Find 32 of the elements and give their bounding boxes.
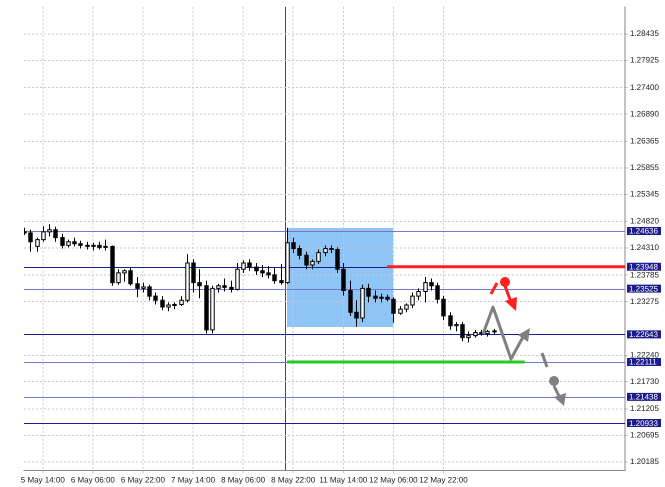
x-tick-label: 6 May 22:00 (120, 475, 166, 484)
ref-line-label: 1.21438 (629, 392, 658, 402)
ref-line-label: 1.20933 (629, 418, 658, 428)
x-tick-label: 8 May 06:00 (221, 475, 266, 484)
y-tick-label: 1.21205 (630, 404, 660, 414)
y-tick-label: 1.20185 (630, 457, 660, 466)
y-tick-label: 1.23785 (630, 270, 660, 280)
y-tick-label: 1.22240 (630, 350, 660, 360)
y-tick-label: 1.27925 (630, 56, 660, 65)
x-tick-label: 6 May 06:00 (70, 475, 116, 484)
x-tick-label: 12 May 22:00 (419, 475, 468, 484)
y-tick-label: 1.27400 (630, 82, 660, 92)
x-tick-label: 8 May 22:00 (271, 475, 316, 484)
y-tick-label: 1.24310 (630, 243, 660, 252)
y-tick-label: 1.25345 (630, 189, 660, 198)
y-tick-label: 1.23275 (630, 296, 660, 306)
x-tick-label: 11 May 14:00 (319, 475, 368, 484)
y-tick-label: 1.20695 (630, 430, 660, 440)
ref-line-label: 1.22643 (629, 330, 658, 340)
y-tick-label: 1.25855 (630, 163, 660, 172)
ref-line-label: 1.23525 (629, 284, 658, 294)
x-tick-label: 7 May 14:00 (171, 475, 216, 484)
ref-line-label: 1.24636 (629, 226, 658, 236)
y-tick-label: 1.24820 (630, 216, 660, 226)
y-tick-label: 1.26365 (630, 136, 660, 146)
ref-line-label: 1.22111 (629, 358, 658, 367)
y-tick-label: 1.21730 (630, 376, 660, 386)
y-tick-label: 1.28435 (630, 29, 660, 38)
x-tick-label: 5 May 14:00 (20, 475, 66, 484)
ref-line-label: 1.23948 (629, 262, 658, 272)
x-tick-label: 12 May 06:00 (369, 475, 418, 484)
y-tick-label: 1.26890 (630, 109, 660, 118)
